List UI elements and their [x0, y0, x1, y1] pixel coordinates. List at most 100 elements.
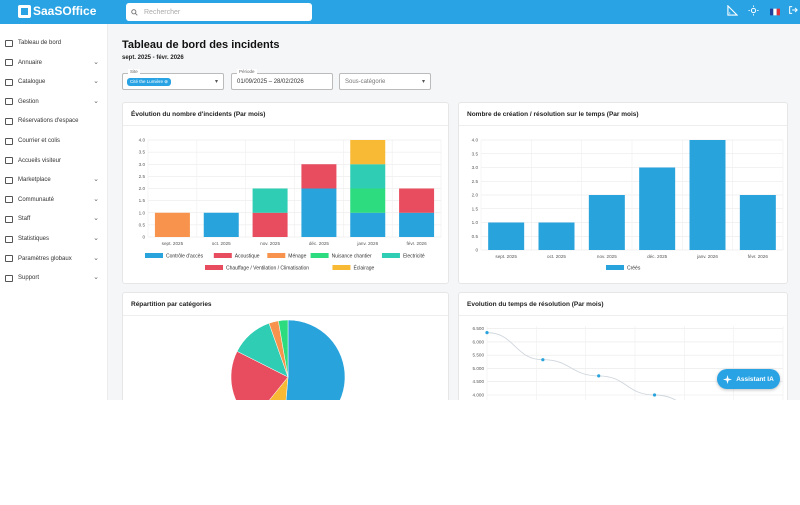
chevron-down-icon: ▾ — [421, 79, 425, 85]
legend-label: Chauffage / Ventilation / Climatisation — [226, 266, 309, 272]
categories-pie-chart — [230, 319, 346, 400]
chevron-down-icon: ⌄ — [93, 195, 99, 203]
x-tick-label: févr. 2026 — [406, 241, 427, 246]
sidebar-item-space-booking[interactable]: Réservations d'espace — [0, 112, 108, 130]
app-name: SaaSOffice — [33, 4, 97, 18]
sidebar-item-staff[interactable]: Staff ⌄ — [0, 210, 108, 228]
legend-label: Contrôle d'accès — [166, 254, 204, 260]
ai-assistant-label: Assistant IA — [736, 375, 774, 383]
sidebar-item-directory[interactable]: Annuaire ⌄ — [0, 54, 108, 72]
legend-swatch — [332, 265, 351, 270]
card-title: Evolution du temps de résolution (Par mo… — [467, 301, 604, 308]
sidebar-item-support[interactable]: Support ⌄ — [0, 269, 108, 287]
sidebar-item-mail[interactable]: Courrier et colis — [0, 132, 108, 150]
ai-assistant-button[interactable]: Assistant IA — [717, 369, 780, 389]
y-tick-label: 1.0 — [139, 210, 146, 215]
bar — [252, 212, 288, 237]
legend-swatch — [310, 253, 329, 258]
bar — [689, 140, 726, 250]
y-tick-label: 2.0 — [472, 193, 479, 198]
y-tick-label: 3.5 — [472, 151, 479, 156]
sidebar-item-management[interactable]: Gestion ⌄ — [0, 93, 108, 111]
y-tick-label: 4.500 — [473, 379, 485, 384]
data-point — [541, 358, 545, 362]
incidents-evolution-card: Évolution du nombre d'incidents (Par moi… — [122, 102, 449, 284]
legend-label: Ménage — [288, 254, 306, 260]
pie-slice — [230, 351, 289, 400]
y-tick-label: 0.5 — [472, 234, 479, 239]
sidebar-item-visitors[interactable]: Accueils visiteur — [0, 152, 108, 170]
sidebar-item-label: Marketplace — [18, 177, 51, 184]
chevron-down-icon: ⌄ — [93, 215, 99, 223]
sun-icon[interactable] — [746, 5, 760, 19]
gear-icon — [5, 255, 13, 263]
legend-label: Éclairage — [353, 265, 374, 272]
legend-swatch — [205, 265, 223, 270]
sidebar-item-label: Courrier et colis — [18, 138, 61, 144]
sidebar-item-statistics[interactable]: Statistiques ⌄ — [0, 230, 108, 248]
x-tick-label: déc. 2025 — [309, 241, 330, 246]
search-box[interactable]: Rechercher — [126, 3, 312, 21]
calendar-icon — [5, 117, 13, 125]
y-tick-label: 1.5 — [472, 206, 479, 211]
y-tick-label: 5.500 — [473, 353, 485, 358]
y-tick-label: 4.000 — [473, 393, 485, 398]
site-chip[interactable]: Cité the Lumière ⊗ — [127, 78, 172, 86]
x-tick-label: déc. 2025 — [647, 254, 668, 259]
legend-swatch — [213, 253, 232, 258]
cart-icon — [5, 176, 13, 184]
period-input-label: Période — [237, 69, 257, 74]
legend-label: Nuisance chantier — [332, 254, 372, 260]
bar — [301, 188, 337, 237]
y-tick-label: 6.000 — [473, 339, 485, 344]
pencil-ruler-icon[interactable] — [725, 4, 739, 19]
staff-icon — [5, 215, 13, 223]
flag-fr-icon[interactable] — [768, 5, 782, 19]
y-tick-label: 2.5 — [139, 174, 146, 179]
legend-swatch — [381, 253, 400, 258]
home-icon — [5, 39, 13, 47]
logout-icon[interactable] — [786, 5, 800, 19]
sidebar-item-settings[interactable]: Paramètres globaux ⌄ — [0, 250, 108, 268]
subcategory-select[interactable]: Sous-catégorie ▾ — [339, 73, 431, 90]
x-tick-label: nov. 2025 — [597, 254, 617, 259]
creation-bar-chart: 0 0.5 1.0 1.5 2.0 2.5 3.0 3.5 4.0 sept. 2025 oct. … — [472, 138, 784, 272]
sidebar-item-label: Accueils visiteur — [18, 157, 62, 164]
main-content: Tableau de bord des incidents sept. 2025… — [108, 24, 800, 400]
card-divider — [123, 315, 448, 316]
bar — [350, 140, 386, 165]
legend-swatch — [145, 253, 163, 258]
x-tick-label: sept. 2025 — [162, 241, 184, 246]
app-logo[interactable]: SaaSOffice — [18, 4, 96, 18]
y-tick-label: 3.0 — [139, 162, 146, 167]
x-tick-label: oct. 2025 — [547, 254, 566, 259]
y-tick-label: 5.000 — [473, 366, 485, 371]
mail-icon — [5, 137, 13, 145]
sidebar-item-marketplace[interactable]: Marketplace ⌄ — [0, 171, 108, 189]
chevron-down-icon: ⌄ — [93, 176, 99, 184]
community-icon — [5, 196, 13, 204]
period-input[interactable]: Période 01/09/2025 – 28/02/2026 — [231, 69, 333, 90]
search-icon — [131, 8, 138, 16]
sidebar-item-label: Annuaire — [18, 59, 43, 66]
site-select[interactable]: Site Cité the Lumière ⊗ ▾ — [122, 69, 224, 90]
sidebar-item-label: Communauté — [18, 196, 55, 203]
sidebar: Tableau de bord Annuaire ⌄ Catalogue ⌄ G… — [0, 24, 108, 400]
top-bar: SaaSOffice Rechercher — [0, 0, 800, 24]
x-tick-label: oct. 2025 — [212, 241, 231, 246]
bar — [399, 188, 435, 213]
chevron-down-icon: ⌄ — [93, 78, 99, 86]
sidebar-item-label: Paramètres globaux — [18, 255, 72, 262]
sidebar-item-catalog[interactable]: Catalogue ⌄ — [0, 73, 108, 91]
catalog-icon — [5, 78, 13, 86]
sidebar-item-community[interactable]: Communauté ⌄ — [0, 191, 108, 209]
legend-label: Electricité — [403, 254, 425, 260]
incidents-bar-chart: 0 0.5 1.0 1.5 2.0 2.5 3.0 3.5 4.0 sept. 2025 oct. … — [139, 138, 442, 272]
legend-label: Acoustique — [235, 254, 260, 260]
sidebar-item-dashboard[interactable]: Tableau de bord — [0, 34, 108, 52]
page-title: Tableau de bord des incidents — [122, 39, 280, 51]
bar — [639, 167, 676, 250]
app-window: SaaSOffice Rechercher Tableau de bord — [0, 0, 800, 400]
period-subtitle: sept. 2025 - févr. 2026 — [122, 55, 184, 61]
bar — [350, 212, 386, 237]
